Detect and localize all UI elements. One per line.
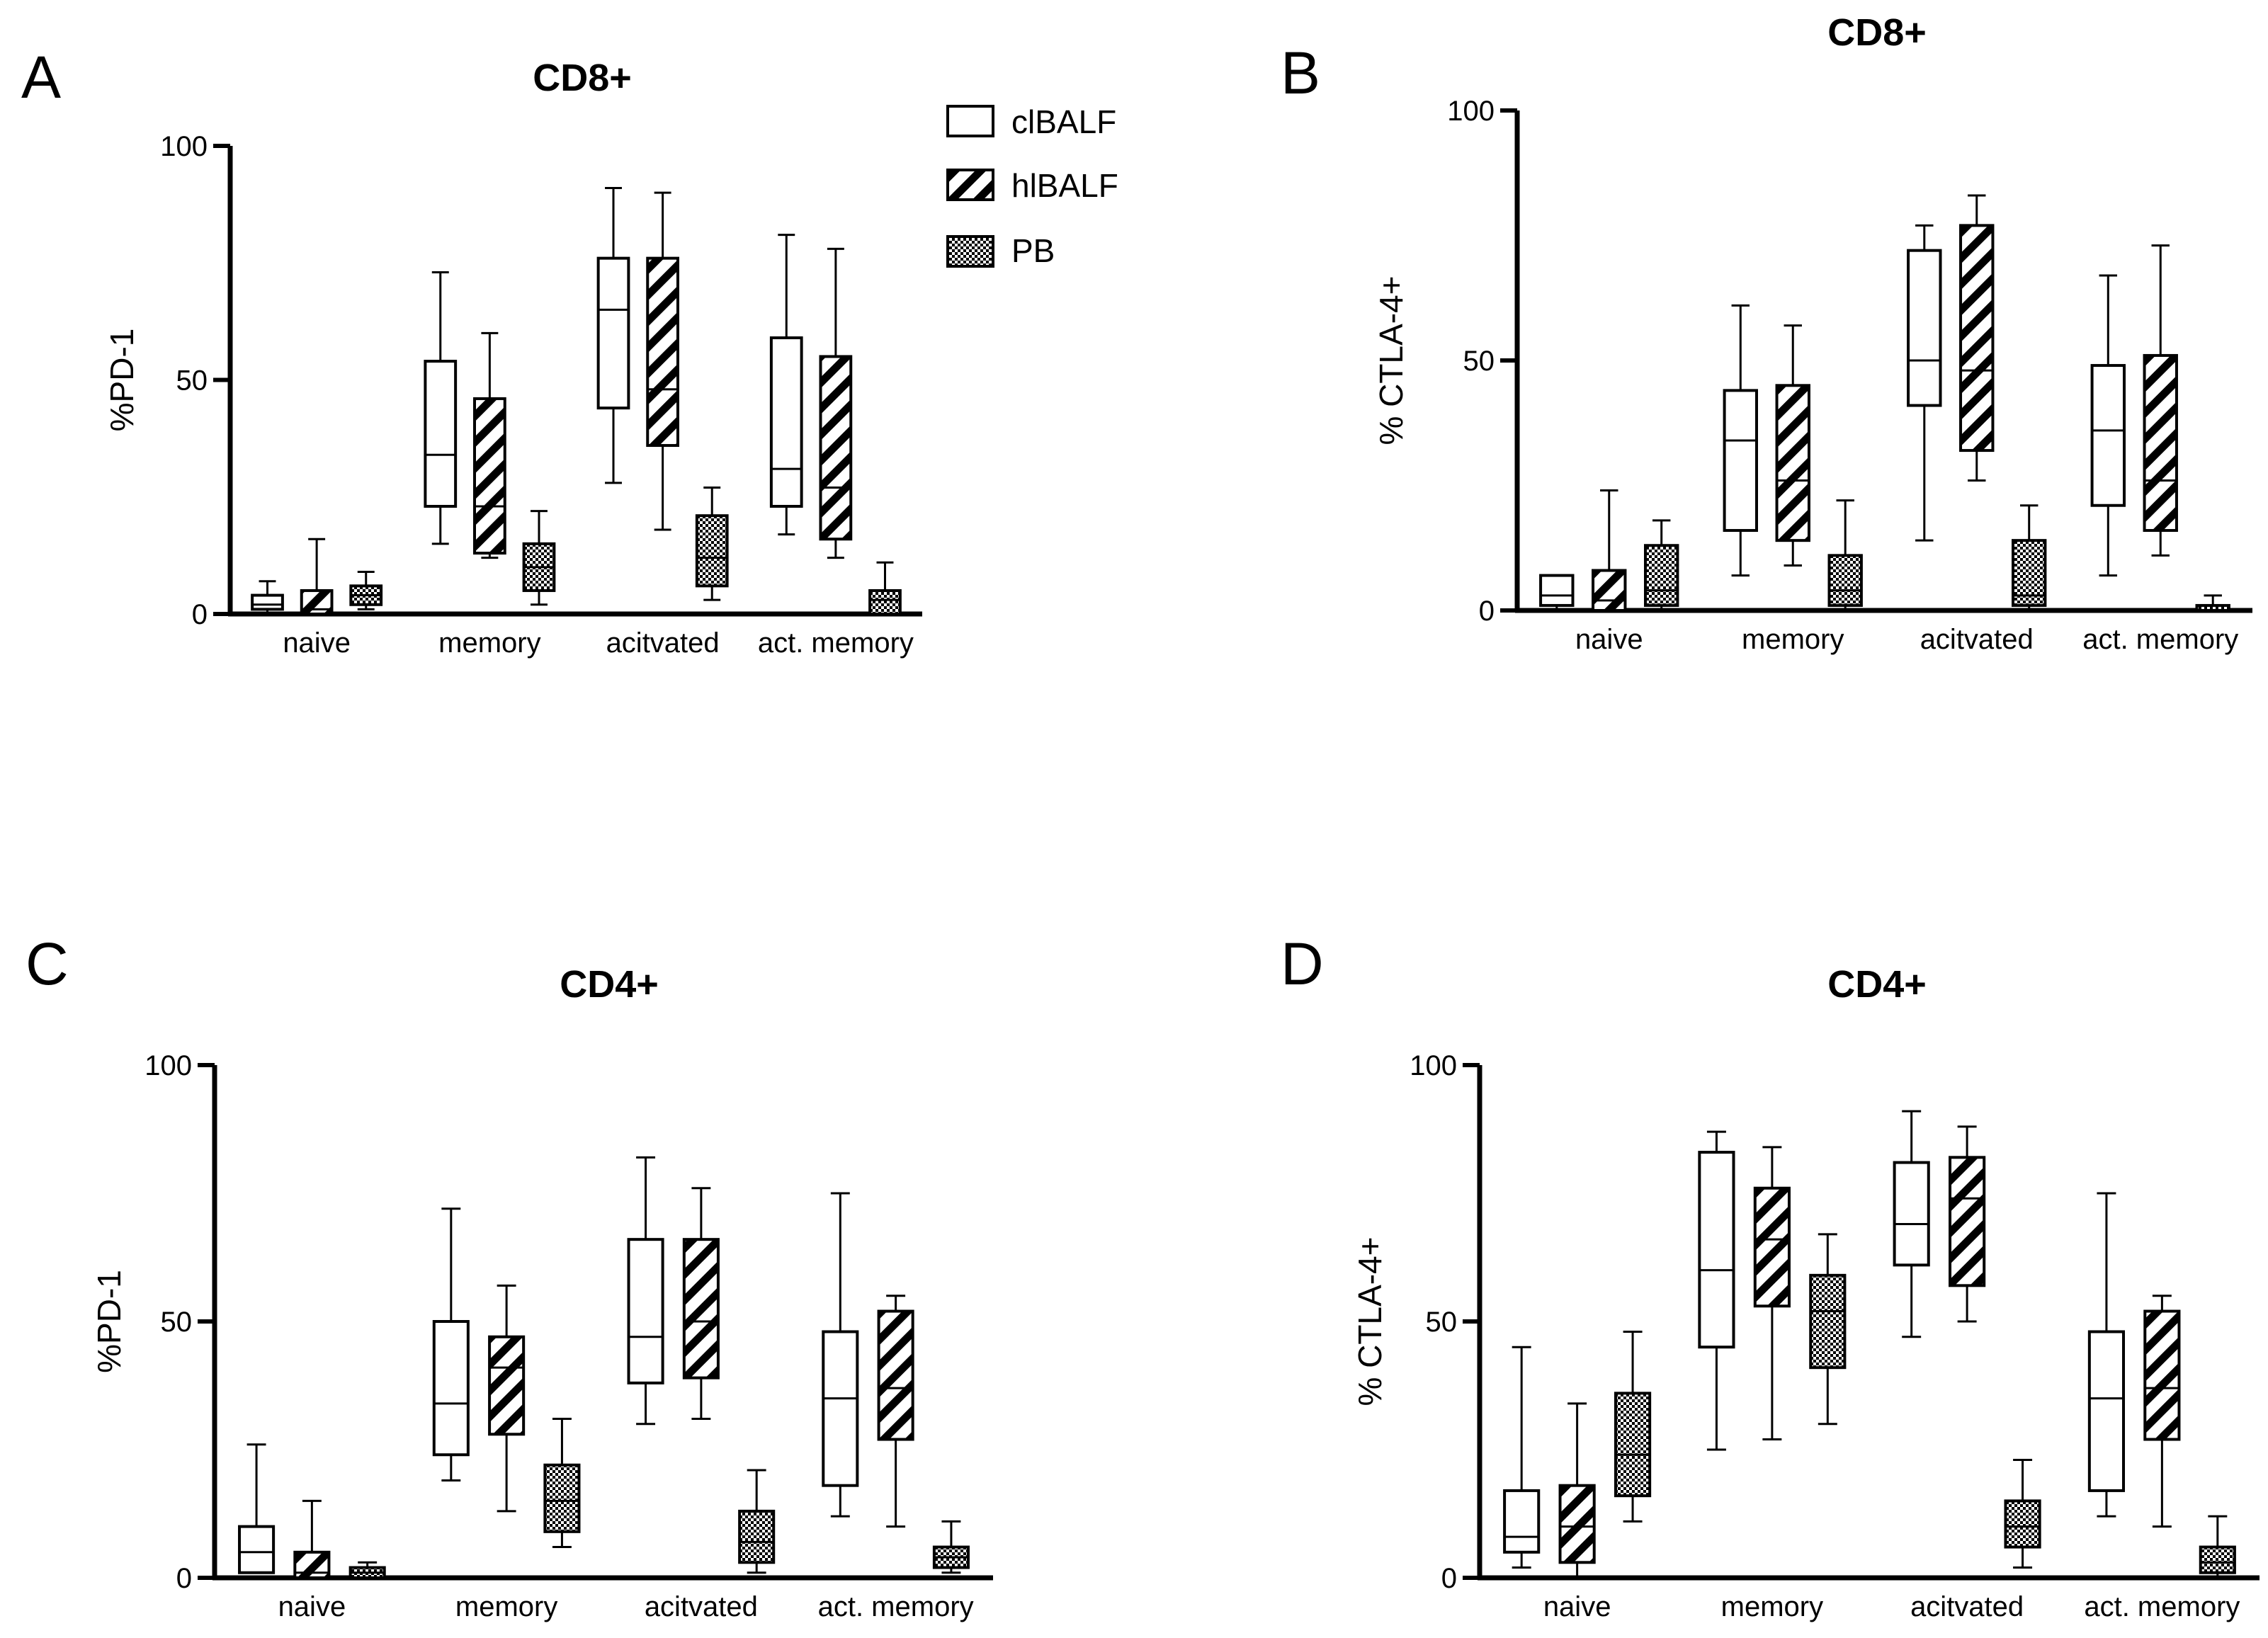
box-b-hlbalf-2 — [1959, 224, 1995, 453]
y-axis-label-b: % CTLA-4+ — [1373, 275, 1410, 445]
category-label-b-1: memory — [1742, 624, 1844, 655]
legend-label-clbalf: clBALF — [1011, 103, 1116, 140]
panel-letter-d: D — [1281, 931, 1324, 997]
box-a-hlbalf-1 — [473, 397, 506, 555]
y-axis-label-a: %PD-1 — [103, 329, 140, 432]
y-tick-label-a-50: 50 — [176, 365, 208, 397]
category-label-d-2: acitvated — [1910, 1591, 2024, 1622]
category-label-a-0: naive — [283, 627, 351, 659]
y-tick-label-b-50: 50 — [1463, 346, 1495, 377]
panel-letter-c: C — [25, 931, 69, 997]
box-d-hlbalf-0 — [1558, 1484, 1596, 1564]
box-c-clbalf-1 — [432, 1320, 470, 1457]
legend-swatch-hlbalf — [946, 169, 994, 201]
legend: clBALF hlBALF PB — [946, 103, 1118, 269]
box-d-hlbalf-1 — [1753, 1186, 1791, 1308]
category-label-a-3: act. memory — [758, 627, 914, 659]
y-tick-label-d-0: 0 — [1441, 1563, 1457, 1594]
panel-title-d: CD4+ — [1827, 963, 1927, 1006]
box-a-clbalf-3 — [769, 336, 803, 508]
category-label-a-2: acitvated — [606, 627, 720, 659]
box-c-hlbalf-1 — [488, 1335, 526, 1436]
box-c-pb-2 — [738, 1509, 776, 1564]
category-label-d-1: memory — [1721, 1591, 1823, 1622]
panel-c: C CD4+ %PD-1 0 50 100 naive memory acitvated act.… — [25, 931, 993, 1622]
box-c-hlbalf-3 — [877, 1309, 914, 1441]
panel-letter-a: A — [21, 44, 61, 110]
y-tick-label-a-0: 0 — [192, 599, 208, 630]
box-b-hlbalf-1 — [1775, 384, 1810, 542]
box-d-hlbalf-3 — [2143, 1309, 2181, 1441]
panel-b: B CD8+ % CTLA-4+ 0 50 100 naive memory acitvated… — [1281, 11, 2252, 655]
y-tick-label-b-100: 100 — [1447, 96, 1495, 127]
y-tick-label-c-50: 50 — [161, 1307, 193, 1338]
box-b-clbalf-0 — [1539, 574, 1575, 607]
box-b-clbalf-3 — [2090, 364, 2126, 507]
box-b-pb-1 — [1827, 554, 1863, 607]
box-a-hlbalf-2 — [646, 256, 679, 448]
box-a-pb-3 — [868, 588, 902, 616]
y-tick-label-c-0: 0 — [176, 1563, 192, 1594]
box-a-clbalf-0 — [251, 593, 284, 611]
legend-label-hlbalf: hlBALF — [1011, 167, 1118, 204]
panel-d: D CD4+ % CTLA-4+ 0 50 100 naive memory acitvated… — [1281, 931, 2260, 1622]
category-label-b-0: naive — [1575, 624, 1643, 655]
panel-a: A CD8+ %PD-1 0 50 100 naive memory acitvated act.… — [21, 44, 922, 659]
box-c-clbalf-2 — [627, 1238, 664, 1384]
box-d-pb-2 — [2004, 1499, 2041, 1549]
y-tick-label-c-100: 100 — [144, 1050, 192, 1081]
box-d-pb-0 — [1614, 1392, 1652, 1498]
category-label-d-3: act. memory — [2084, 1591, 2240, 1622]
box-a-hlbalf-0 — [300, 588, 334, 616]
panel-title-a: CD8+ — [533, 57, 632, 99]
category-label-a-1: memory — [438, 627, 540, 659]
box-a-clbalf-1 — [424, 360, 458, 508]
box-d-clbalf-3 — [2087, 1330, 2126, 1492]
y-tick-label-d-100: 100 — [1410, 1050, 1457, 1081]
box-c-clbalf-3 — [822, 1330, 859, 1487]
panel-letter-b: B — [1281, 40, 1320, 106]
box-a-pb-2 — [695, 514, 729, 588]
box-a-clbalf-2 — [596, 256, 630, 410]
legend-swatch-pb — [946, 235, 994, 268]
y-tick-label-d-50: 50 — [1426, 1307, 1458, 1338]
box-a-hlbalf-3 — [819, 355, 853, 541]
category-label-c-3: act. memory — [818, 1591, 974, 1622]
legend-label-pb: PB — [1011, 232, 1055, 269]
panel-title-b: CD8+ — [1827, 11, 1927, 54]
box-b-clbalf-1 — [1723, 389, 1758, 533]
box-d-hlbalf-2 — [1949, 1156, 1986, 1287]
y-tick-label-a-100: 100 — [160, 131, 208, 162]
category-label-d-0: naive — [1543, 1591, 1611, 1622]
box-c-pb-1 — [543, 1463, 581, 1533]
box-b-pb-0 — [1644, 544, 1679, 607]
category-label-b-2: acitvated — [1920, 624, 2034, 655]
box-c-hlbalf-0 — [293, 1550, 331, 1580]
box-d-clbalf-0 — [1503, 1489, 1541, 1554]
box-c-clbalf-0 — [238, 1525, 276, 1574]
legend-swatch-clbalf — [946, 105, 994, 137]
y-axis-label-c: %PD-1 — [91, 1270, 127, 1373]
category-label-c-0: naive — [278, 1591, 346, 1622]
box-d-pb-1 — [1809, 1273, 1847, 1370]
category-label-c-1: memory — [455, 1591, 557, 1622]
category-label-b-3: act. memory — [2082, 624, 2238, 655]
box-b-clbalf-2 — [1907, 249, 1942, 407]
box-d-pb-3 — [2199, 1545, 2236, 1574]
category-label-c-2: acitvated — [645, 1591, 758, 1622]
box-c-hlbalf-2 — [682, 1238, 720, 1380]
box-b-hlbalf-3 — [2143, 353, 2178, 533]
y-tick-label-b-0: 0 — [1479, 596, 1495, 627]
box-d-clbalf-2 — [1893, 1161, 1930, 1267]
y-axis-label-d: % CTLA-4+ — [1351, 1236, 1388, 1406]
box-b-hlbalf-0 — [1592, 569, 1627, 613]
panel-title-c: CD4+ — [560, 963, 659, 1006]
box-d-clbalf-1 — [1698, 1151, 1735, 1349]
